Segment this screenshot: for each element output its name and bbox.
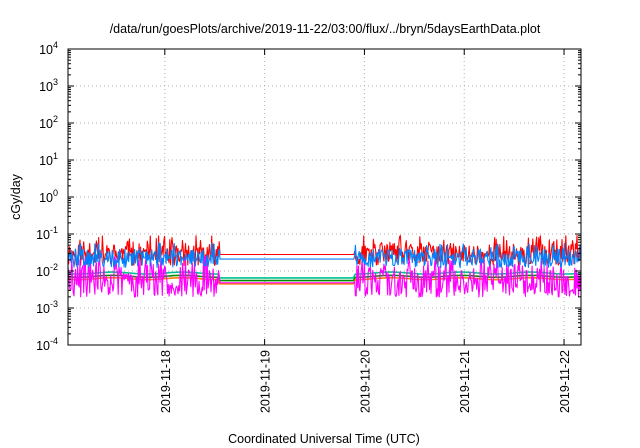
y-tick-label: 100 <box>39 188 58 205</box>
y-axis-label: cGy/day <box>9 173 23 220</box>
y-tick-label: 10-2 <box>36 262 58 279</box>
series-line-5 <box>67 255 582 298</box>
y-tick-label: 101 <box>39 151 58 168</box>
y-tick-label: 102 <box>39 114 58 131</box>
x-tick-label: 2019-11-20 <box>358 350 372 413</box>
series-group <box>67 235 582 298</box>
series-line-6 <box>67 242 582 269</box>
y-tick-label: 104 <box>39 40 58 57</box>
y-tick-label: 10-1 <box>36 225 58 242</box>
x-axis-label: Coordinated Universal Time (UTC) <box>228 432 420 446</box>
y-axis: 10-4 10-3 10-2 10-1 100 101 102 103 104 <box>36 40 581 353</box>
y-tick-label: 103 <box>39 77 58 94</box>
x-tick-label: 2019-11-21 <box>458 350 472 413</box>
x-tick-label: 2019-11-22 <box>558 350 572 413</box>
x-axis: 2019-11-18 2019-11-19 2019-11-20 2019-11-21… <box>159 49 572 413</box>
y-tick-label: 10-3 <box>36 299 58 316</box>
grid <box>68 49 581 345</box>
y-tick-label: 10-4 <box>36 336 58 353</box>
x-tick-label: 2019-11-19 <box>259 350 273 413</box>
x-tick-label: 2019-11-18 <box>159 350 173 413</box>
chart-title: /data/run/goesPlots/archive/2019-11-22/0… <box>110 22 541 36</box>
